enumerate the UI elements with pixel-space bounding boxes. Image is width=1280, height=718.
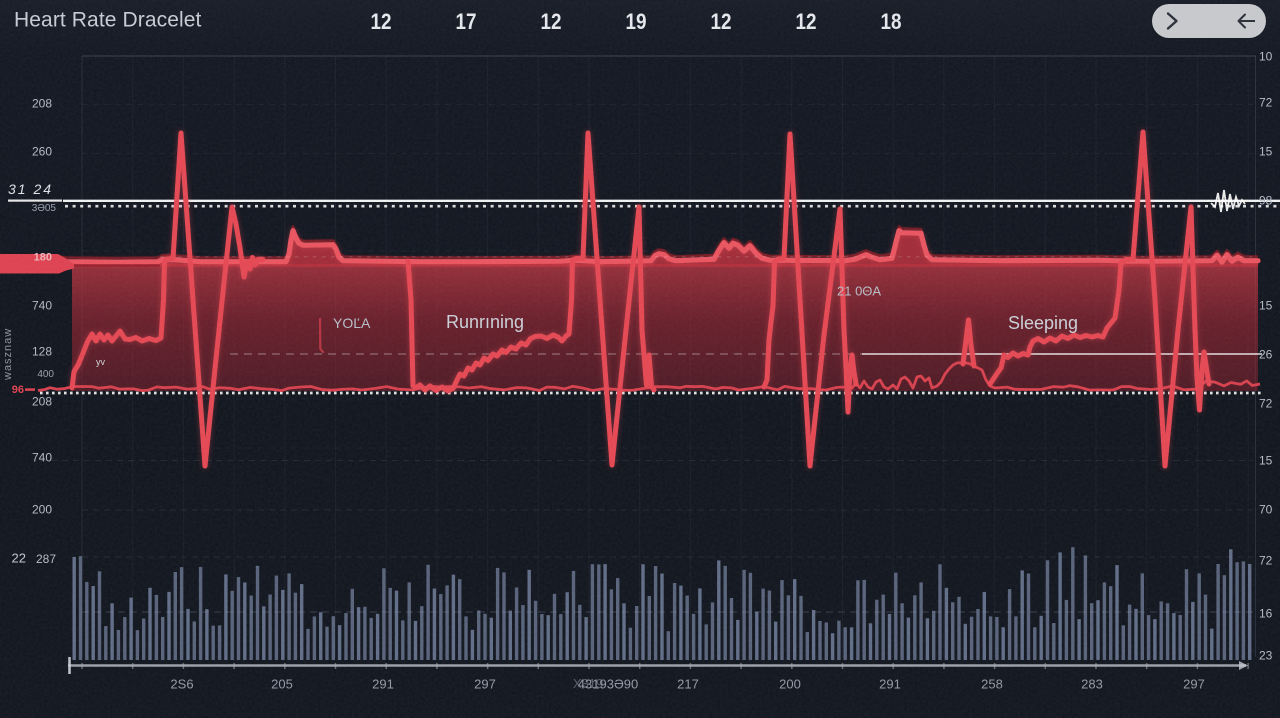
svg-text:yv: yv xyxy=(96,357,106,367)
svg-text:283: 283 xyxy=(1081,677,1103,692)
svg-text:23: 23 xyxy=(1259,649,1273,663)
svg-text:740: 740 xyxy=(32,299,52,313)
svg-text:208: 208 xyxy=(32,395,52,409)
svg-text:128: 128 xyxy=(32,345,52,359)
svg-text:26: 26 xyxy=(1259,348,1273,362)
svg-text:YOĽA: YOĽA xyxy=(333,315,371,331)
svg-text:98: 98 xyxy=(1259,194,1273,208)
svg-text:3Ə05: 3Ə05 xyxy=(32,203,57,214)
svg-text:2S6: 2S6 xyxy=(170,677,193,692)
svg-text:31 24: 31 24 xyxy=(8,181,53,197)
svg-text:22: 22 xyxy=(12,550,26,565)
svg-text:208: 208 xyxy=(32,97,52,111)
svg-text:72: 72 xyxy=(1259,397,1273,411)
svg-text:287: 287 xyxy=(36,552,56,566)
svg-text:217: 217 xyxy=(677,677,699,692)
svg-text:200: 200 xyxy=(779,677,801,692)
svg-text:96: 96 xyxy=(12,384,24,396)
svg-text:258: 258 xyxy=(981,677,1003,692)
svg-text:291: 291 xyxy=(879,677,901,692)
svg-text:72: 72 xyxy=(1259,96,1273,110)
svg-text:260: 260 xyxy=(32,145,52,159)
svg-text:200: 200 xyxy=(32,503,52,517)
svg-text:Sleeping: Sleeping xyxy=(1008,313,1078,333)
svg-text:400: 400 xyxy=(37,369,54,380)
svg-text:205: 205 xyxy=(271,677,293,692)
svg-text:21 0ΘA: 21 0ΘA xyxy=(837,283,881,298)
svg-text:16: 16 xyxy=(1259,607,1273,621)
svg-text:70: 70 xyxy=(1259,503,1273,517)
svg-text:72: 72 xyxy=(1259,554,1273,568)
svg-text:291: 291 xyxy=(372,677,394,692)
svg-text:740: 740 xyxy=(32,451,52,465)
svg-text:15: 15 xyxy=(1259,145,1273,159)
svg-text:wasznaw: wasznaw xyxy=(2,328,14,381)
svg-text:297: 297 xyxy=(1183,677,1205,692)
svg-text:Runrıning: Runrıning xyxy=(446,312,524,332)
svg-text:297: 297 xyxy=(474,677,496,692)
svg-text:15: 15 xyxy=(1259,299,1273,313)
svg-text:X319: X319 xyxy=(573,676,603,691)
svg-text:15: 15 xyxy=(1259,454,1273,468)
svg-text:180: 180 xyxy=(34,252,52,264)
